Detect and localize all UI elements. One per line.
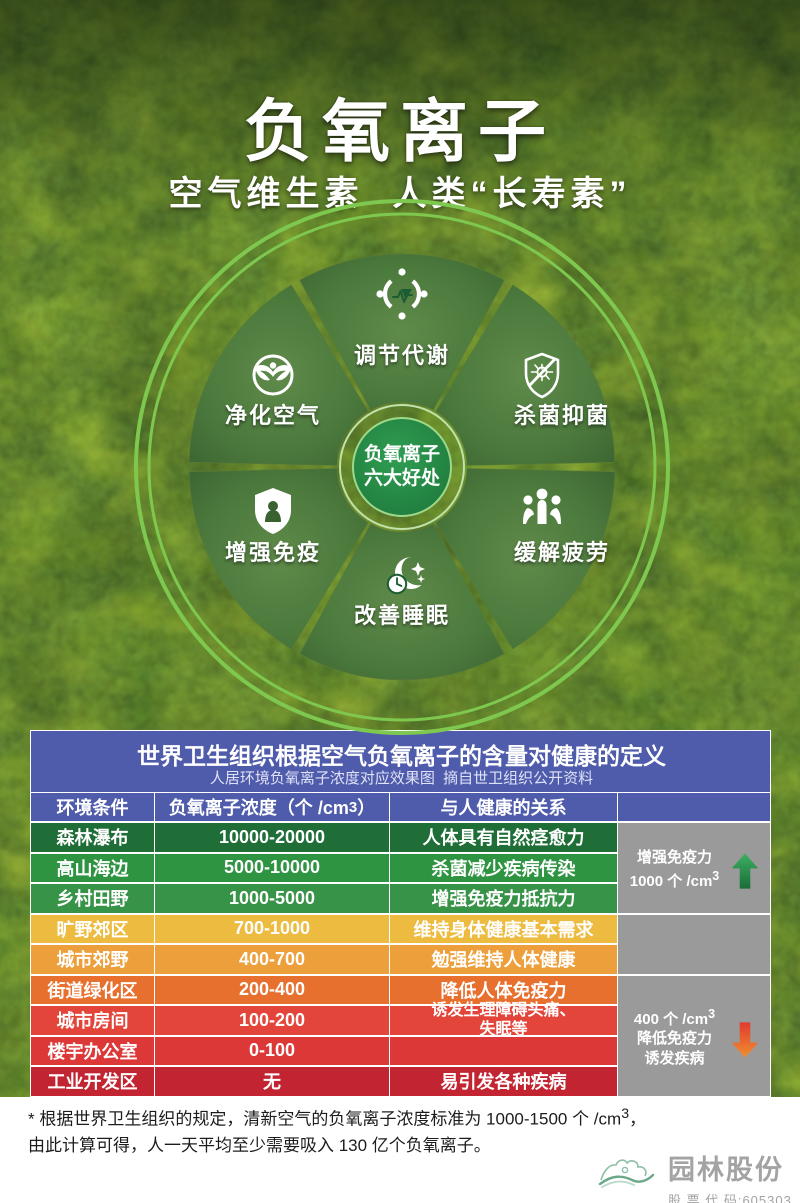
svg-text:负氧离子: 负氧离子	[364, 442, 440, 465]
svg-text:六大好处: 六大好处	[364, 466, 441, 489]
